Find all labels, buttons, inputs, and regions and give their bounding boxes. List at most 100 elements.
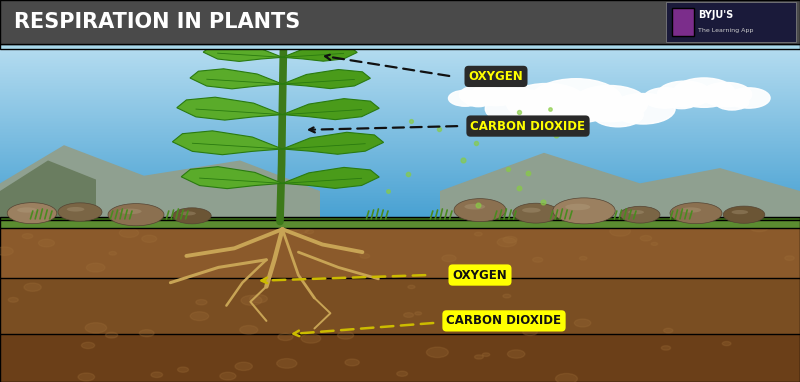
Circle shape [278, 333, 293, 340]
Circle shape [241, 295, 262, 305]
Ellipse shape [181, 211, 196, 215]
Text: RESPIRATION IN PLANTS: RESPIRATION IN PLANTS [14, 12, 301, 32]
Circle shape [250, 295, 267, 303]
Circle shape [572, 86, 647, 121]
Circle shape [507, 350, 525, 358]
Ellipse shape [266, 18, 289, 32]
Circle shape [663, 328, 673, 333]
Polygon shape [282, 99, 379, 120]
Ellipse shape [17, 207, 37, 213]
Circle shape [505, 95, 531, 108]
Circle shape [442, 255, 456, 262]
Ellipse shape [522, 208, 541, 213]
Ellipse shape [119, 209, 142, 214]
Ellipse shape [7, 202, 57, 223]
Ellipse shape [252, 6, 280, 18]
Circle shape [139, 330, 154, 337]
Text: BYJU'S: BYJU'S [698, 10, 734, 20]
Ellipse shape [108, 204, 164, 226]
Circle shape [522, 329, 538, 335]
Circle shape [24, 283, 42, 291]
Circle shape [290, 225, 309, 234]
FancyBboxPatch shape [0, 217, 800, 220]
Polygon shape [181, 167, 282, 189]
Polygon shape [282, 45, 357, 61]
Circle shape [86, 263, 105, 272]
Circle shape [514, 90, 548, 106]
Polygon shape [440, 153, 800, 222]
Circle shape [658, 81, 711, 107]
Text: OXYGEN: OXYGEN [469, 70, 523, 83]
Ellipse shape [279, 18, 302, 32]
Circle shape [610, 226, 630, 236]
Circle shape [665, 92, 698, 108]
Circle shape [360, 254, 370, 258]
Circle shape [503, 294, 510, 298]
Circle shape [530, 79, 622, 123]
Circle shape [472, 83, 520, 105]
Ellipse shape [723, 206, 765, 223]
FancyBboxPatch shape [672, 8, 694, 36]
Text: The Learning App: The Learning App [698, 28, 754, 33]
Circle shape [414, 312, 422, 315]
Circle shape [8, 298, 18, 302]
Ellipse shape [58, 203, 102, 221]
Circle shape [190, 312, 209, 320]
Ellipse shape [266, 2, 289, 16]
Circle shape [22, 233, 33, 239]
Circle shape [506, 84, 587, 122]
Ellipse shape [173, 208, 211, 224]
FancyBboxPatch shape [0, 218, 800, 228]
Circle shape [196, 299, 207, 305]
Ellipse shape [670, 202, 722, 223]
Polygon shape [282, 167, 379, 188]
Circle shape [240, 325, 258, 334]
Ellipse shape [628, 210, 644, 214]
FancyBboxPatch shape [666, 2, 796, 42]
Circle shape [579, 256, 587, 260]
Circle shape [495, 327, 502, 331]
Circle shape [497, 238, 516, 247]
Text: CARBON DIOXIDE: CARBON DIOXIDE [470, 120, 586, 133]
Circle shape [555, 374, 578, 382]
Ellipse shape [464, 204, 485, 209]
Polygon shape [282, 70, 370, 89]
Circle shape [119, 228, 138, 238]
Circle shape [426, 347, 448, 358]
Polygon shape [0, 160, 96, 222]
Ellipse shape [731, 210, 748, 214]
Circle shape [674, 78, 734, 107]
FancyBboxPatch shape [0, 0, 800, 44]
FancyBboxPatch shape [0, 222, 800, 382]
Polygon shape [172, 131, 282, 155]
Polygon shape [0, 145, 320, 222]
Circle shape [750, 222, 769, 232]
Circle shape [643, 88, 686, 108]
Ellipse shape [681, 207, 701, 213]
Circle shape [280, 221, 302, 231]
Ellipse shape [566, 204, 590, 210]
Circle shape [785, 256, 794, 261]
Circle shape [482, 353, 490, 356]
Circle shape [38, 239, 54, 247]
Ellipse shape [454, 199, 506, 222]
Circle shape [235, 362, 252, 371]
Circle shape [715, 94, 749, 110]
Circle shape [408, 285, 415, 289]
Circle shape [151, 372, 162, 377]
Ellipse shape [279, 2, 302, 16]
Circle shape [722, 342, 731, 346]
Circle shape [305, 230, 314, 234]
FancyBboxPatch shape [0, 44, 800, 49]
Circle shape [574, 319, 591, 327]
Circle shape [109, 251, 117, 255]
Circle shape [0, 247, 14, 256]
Circle shape [82, 342, 94, 349]
Circle shape [277, 359, 297, 368]
Circle shape [466, 94, 491, 107]
Text: OXYGEN: OXYGEN [453, 269, 507, 282]
Circle shape [459, 85, 502, 105]
Circle shape [386, 222, 397, 226]
Text: CARBON DIOXIDE: CARBON DIOXIDE [446, 314, 562, 327]
Polygon shape [203, 44, 282, 62]
